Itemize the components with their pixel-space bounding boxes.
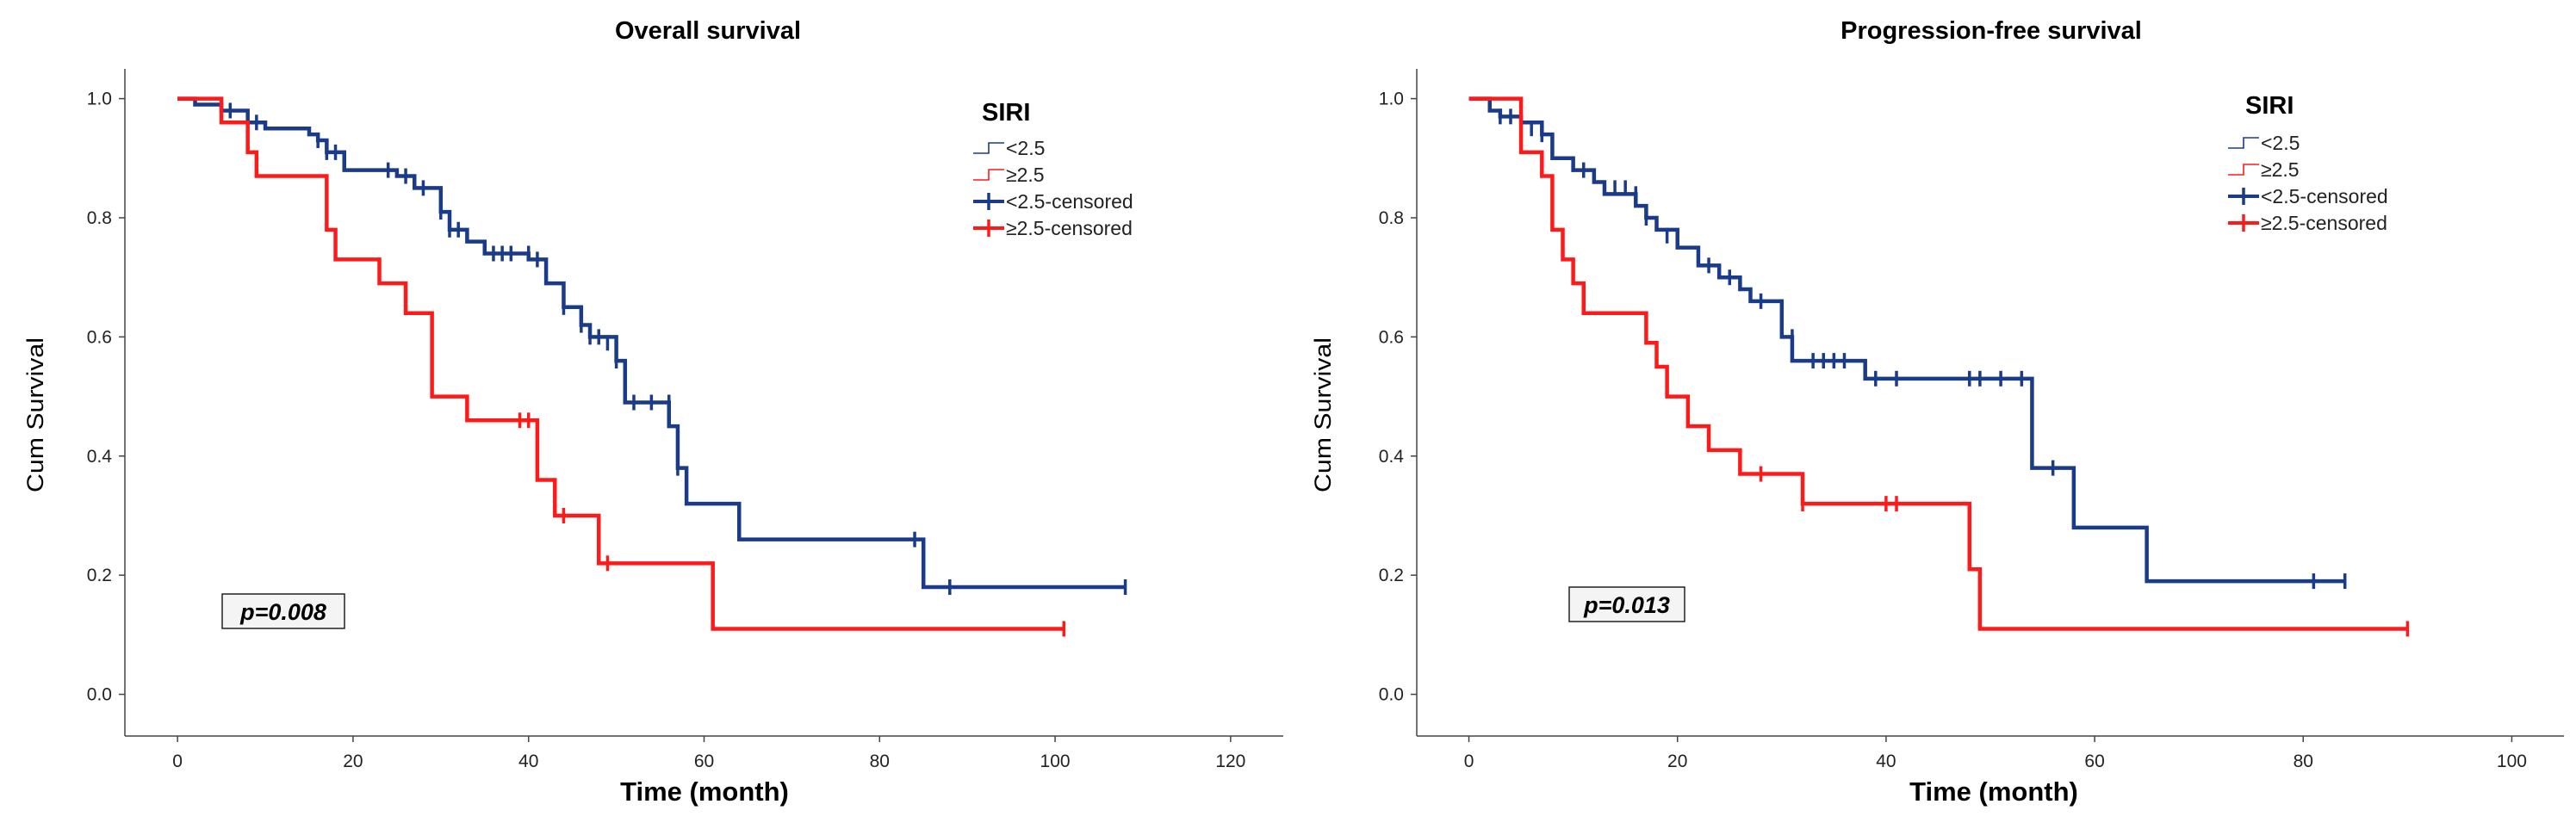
legend-label: ≥2.5-censored <box>1006 217 1133 239</box>
y-tick-label: 0.4 <box>1379 447 1405 467</box>
overall-survival-chart: Overall survival 0 20 40 60 80 100 120 0.00.20… <box>22 17 1283 807</box>
survival-curve-siri-low <box>1468 96 2345 584</box>
y-tick-label: 1.0 <box>1379 90 1404 109</box>
y-tick-label: 0.6 <box>1379 327 1404 347</box>
legend-label: <2.5 <box>1006 137 1045 159</box>
legend-title: SIRI <box>2245 92 2294 120</box>
legend-label: <2.5-censored <box>2261 185 2388 207</box>
y-tick-label: 0.2 <box>87 566 112 585</box>
y-tick-label: 1.0 <box>87 90 112 109</box>
legend-item: ≥2.5 <box>2228 158 2300 181</box>
x-tick-label: 100 <box>1040 752 1071 771</box>
legend-step-symbol <box>2228 137 2259 149</box>
legend-label: <2.5-censored <box>1006 190 1133 213</box>
x-tick-label: 80 <box>2294 752 2313 771</box>
x-tick-label: 0 <box>172 752 183 771</box>
y-tick-label: 0.0 <box>87 685 112 705</box>
legend: SIRI <2.5 ≥2.5 <2.5-censored ≥2.5-censored <box>2228 92 2388 234</box>
chart-title: Overall survival <box>615 17 801 45</box>
legend: SIRI <2.5 ≥2.5 <2.5-censored ≥2.5-censored <box>973 99 1133 239</box>
survival-curve-siri-high <box>177 96 1065 631</box>
chart-title: Progression-free survival <box>1840 17 2142 45</box>
plot-area <box>124 69 1283 737</box>
legend-item: <2.5 <box>2228 132 2300 154</box>
p-value: p=0.008 <box>239 599 326 625</box>
legend-label: ≥2.5 <box>2261 158 2300 181</box>
x-tick-label: 20 <box>1667 752 1687 771</box>
y-ticks: 0.0 0.2 0.4 0.6 0.8 1.0 <box>87 90 125 705</box>
legend-title: SIRI <box>982 99 1030 127</box>
legend-label: ≥2.5-censored <box>2261 212 2387 234</box>
x-tick-label: 80 <box>870 752 890 771</box>
y-axis-label: Cum Survival <box>22 337 48 492</box>
y-ticks: 0.0 0.2 0.4 0.6 0.8 1.0 <box>1379 90 1417 705</box>
y-tick-label: 0.4 <box>87 447 113 467</box>
legend-label: ≥2.5 <box>1006 164 1045 186</box>
y-tick-label: 0.8 <box>87 208 112 228</box>
progression-free-survival-panel: Progression-free survival 0 20 40 60 80 100 0… <box>1288 0 2576 825</box>
legend-item: ≥2.5-censored <box>2228 212 2387 234</box>
legend-item: <2.5 <box>973 137 1045 159</box>
x-tick-label: 20 <box>343 752 363 771</box>
x-tick-label: 0 <box>1464 752 1474 771</box>
x-tick-label: 60 <box>694 752 714 771</box>
legend-step-symbol <box>973 142 1004 154</box>
y-tick-label: 0.8 <box>1379 208 1404 228</box>
plot-area <box>1416 69 2564 737</box>
x-ticks: 0 20 40 60 80 100 <box>1464 736 2527 771</box>
p-value: p=0.013 <box>1583 592 1670 618</box>
y-tick-label: 0.2 <box>1379 566 1404 585</box>
survival-curve-siri-low <box>177 96 1126 590</box>
x-axis-label: Time (month) <box>1909 776 2078 807</box>
x-tick-label: 40 <box>1876 752 1896 771</box>
x-axis-label: Time (month) <box>620 776 789 807</box>
p-value-box <box>1568 586 1685 622</box>
y-tick-label: 0.6 <box>87 327 112 347</box>
overall-survival-panel: Overall survival 0 20 40 60 80 100 120 0.0 0.2 0… <box>0 0 1288 825</box>
legend-item: <2.5-censored <box>2228 185 2388 207</box>
y-tick-label: 0.0 <box>1379 685 1404 705</box>
legend-item: ≥2.5-censored <box>973 217 1133 239</box>
p-value-box <box>221 593 345 629</box>
x-tick-label: 40 <box>518 752 538 771</box>
legend-step-symbol <box>2228 164 2259 176</box>
x-tick-label: 100 <box>2497 752 2527 771</box>
y-axis-label: Cum Survival <box>1310 337 1336 492</box>
progression-free-survival-chart: Progression-free survival 0 20 40 60 80 100 0… <box>1310 17 2564 807</box>
legend-item: <2.5-censored <box>973 190 1133 213</box>
x-tick-label: 120 <box>1215 752 1245 771</box>
legend-label: <2.5 <box>2261 132 2300 154</box>
x-tick-label: 60 <box>2084 752 2104 771</box>
legend-item: ≥2.5 <box>973 164 1045 186</box>
legend-step-symbol <box>973 169 1004 181</box>
x-ticks: 0 20 40 60 80 100 120 <box>172 736 1245 771</box>
